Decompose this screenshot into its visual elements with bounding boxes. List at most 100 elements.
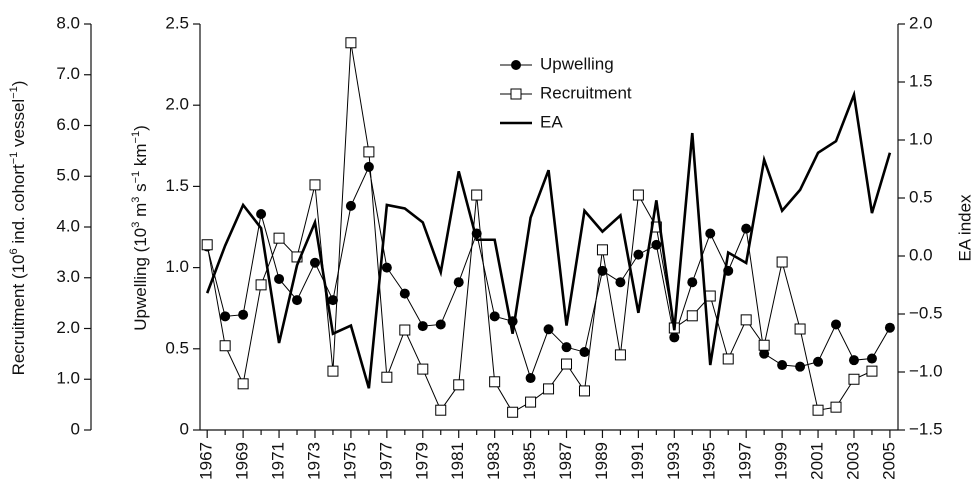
y-tick-label: 7.0 [56, 64, 80, 83]
y-tick-label: 1.0 [165, 257, 189, 276]
point [219, 340, 231, 352]
point [417, 363, 429, 375]
label-part: s [131, 183, 150, 196]
point [776, 256, 788, 268]
y-tick-label: 0.0 [909, 245, 933, 264]
label-part: ) [9, 81, 28, 87]
y-tick-label: 5.0 [56, 166, 80, 185]
legend-label: Upwelling [540, 54, 614, 73]
point [309, 179, 321, 191]
point [633, 249, 644, 260]
point [381, 262, 392, 273]
point [759, 348, 770, 359]
label-part: 3 [130, 197, 142, 203]
x-tick-label: 1987 [556, 442, 575, 480]
point [237, 378, 249, 390]
point [327, 295, 338, 306]
point [777, 360, 788, 371]
point [813, 356, 824, 367]
point [741, 223, 752, 234]
legend-marker [510, 88, 522, 100]
point [705, 228, 716, 239]
x-tick-label: 1989 [592, 442, 611, 480]
legend-marker [511, 60, 521, 70]
point [669, 332, 680, 343]
point [830, 401, 842, 413]
label-part: Upwelling (10 [131, 228, 150, 331]
label-part: −1 [130, 131, 142, 144]
y-tick-label: 1.5 [909, 71, 933, 90]
point [453, 379, 465, 391]
label-part: −1 [8, 152, 20, 165]
point [722, 353, 734, 365]
point [794, 323, 806, 335]
series-line [206, 165, 891, 380]
x-tick-label: 1985 [520, 442, 539, 480]
point [704, 290, 716, 302]
y-tick-label: 2.5 [165, 13, 189, 32]
point [561, 358, 573, 370]
x-tick-label: 1983 [484, 442, 503, 480]
y-tick-label: 0.5 [165, 338, 189, 357]
x-tick-label: 1979 [412, 442, 431, 480]
label-part: ) [131, 125, 150, 131]
x-tick-label: 1967 [197, 442, 216, 480]
y-tick-label: 1.0 [56, 369, 80, 388]
x-tick-label: 1991 [628, 442, 647, 480]
y-tick-label: 0 [180, 419, 189, 438]
x-tick-label: 1999 [772, 442, 791, 480]
label-part: km [131, 143, 150, 170]
y-tick-label: 6.0 [56, 115, 80, 134]
y-tick-label: −1.5 [909, 419, 943, 438]
point [848, 373, 860, 385]
point [632, 189, 644, 201]
point [435, 404, 447, 416]
label-part: 6 [8, 248, 20, 254]
point [848, 355, 859, 366]
x-tick-label: 1971 [269, 442, 288, 480]
point [309, 257, 320, 268]
point [274, 273, 285, 284]
point [435, 319, 446, 330]
point [507, 406, 519, 418]
x-tick-label: 1977 [376, 442, 395, 480]
point [596, 244, 608, 256]
x-tick-label: 2001 [808, 442, 827, 480]
point [795, 361, 806, 372]
x-tick-label: 1969 [233, 442, 252, 480]
point [866, 365, 878, 377]
label-part: m [131, 203, 150, 222]
y-tick-label: 1.5 [165, 176, 189, 195]
point [740, 314, 752, 326]
point [884, 322, 895, 333]
y2-axis-title: EA index [955, 194, 974, 262]
point [489, 311, 500, 322]
point [256, 209, 267, 220]
y-axis-title: Upwelling (103 m3 s−1 km−1) [130, 125, 151, 331]
label-part: Recruitment (10 [9, 254, 28, 375]
label-part: vessel [9, 99, 28, 152]
point [345, 200, 356, 211]
label-part: ind. cohort [9, 164, 28, 248]
point [578, 385, 590, 397]
point [614, 349, 626, 361]
point [238, 309, 249, 320]
x-tick-label: 1981 [448, 442, 467, 480]
point [363, 161, 374, 172]
point [363, 146, 375, 158]
y3-axis-title: Recruitment (106 ind. cohort−1 vessel−1) [8, 81, 29, 376]
point [273, 232, 285, 244]
y-tick-label: 0 [71, 419, 80, 438]
point [220, 311, 231, 322]
y-tick-label: 0.5 [909, 187, 933, 206]
point [615, 277, 626, 288]
y-tick-label: −0.5 [909, 303, 943, 322]
x-tick-label: 2003 [843, 442, 862, 480]
y-tick-label: 1.0 [909, 129, 933, 148]
point [525, 396, 537, 408]
y-tick-label: 2.0 [56, 318, 80, 337]
x-tick-label: 1973 [304, 442, 323, 480]
point [381, 371, 393, 383]
point [489, 376, 501, 388]
